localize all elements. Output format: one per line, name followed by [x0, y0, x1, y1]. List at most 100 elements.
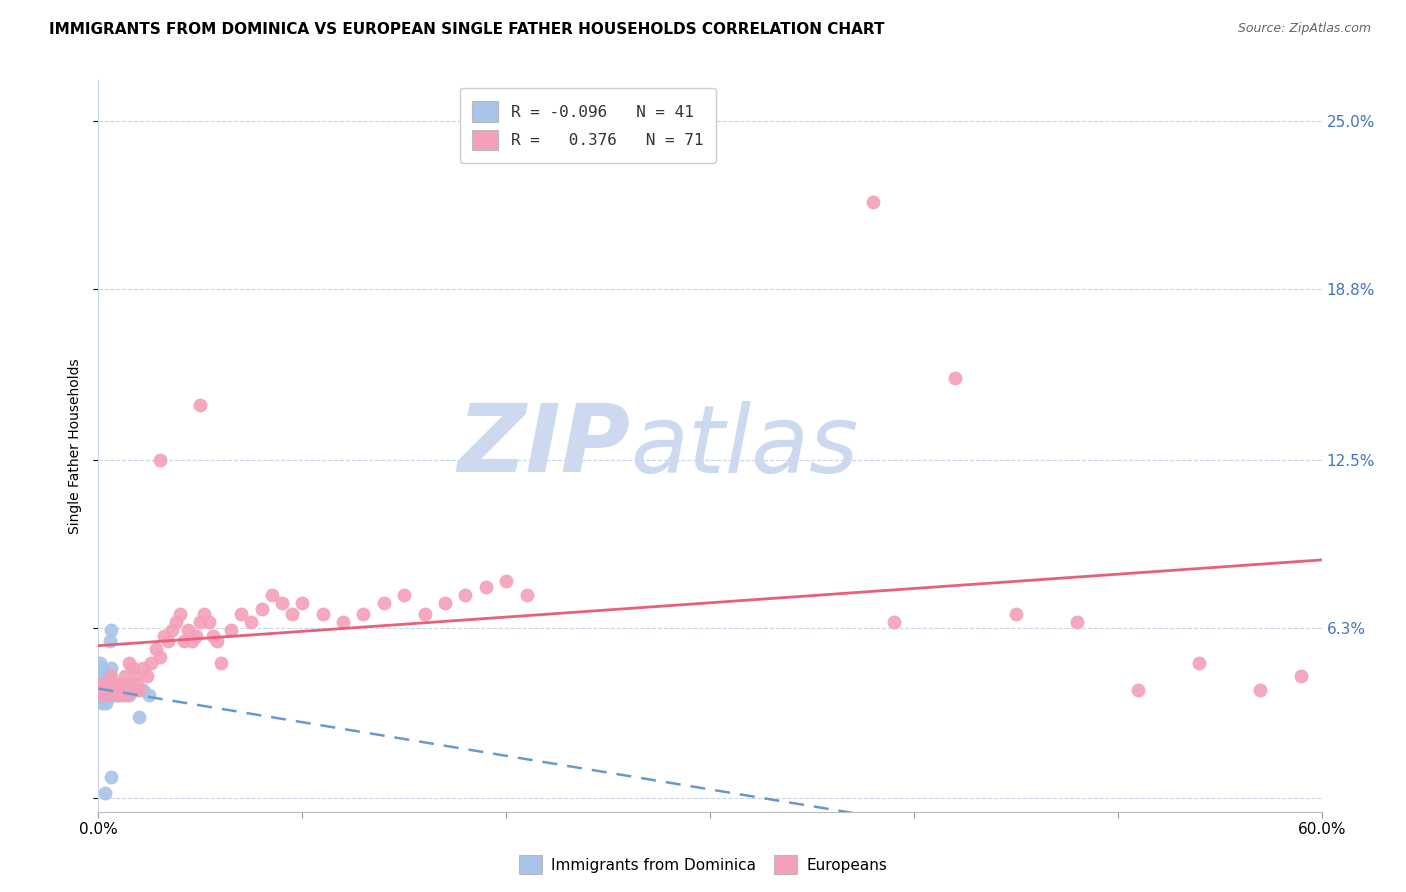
- Point: [332, 615, 354, 629]
- Point: [101, 682, 124, 697]
- Point: [91, 661, 114, 675]
- Point: [141, 656, 163, 670]
- Point: [124, 669, 146, 683]
- Point: [91, 688, 114, 702]
- Point: [100, 624, 122, 638]
- Point: [97, 688, 120, 702]
- Point: [127, 677, 149, 691]
- Point: [862, 195, 884, 210]
- Point: [118, 656, 141, 670]
- Point: [188, 398, 212, 412]
- Point: [495, 574, 517, 589]
- Point: [132, 661, 155, 675]
- Point: [98, 634, 121, 648]
- Point: [90, 669, 112, 683]
- Point: [118, 688, 141, 702]
- Point: [111, 682, 134, 697]
- Point: [93, 677, 115, 691]
- Point: [291, 596, 314, 610]
- Text: Source: ZipAtlas.com: Source: ZipAtlas.com: [1237, 22, 1371, 36]
- Point: [516, 588, 538, 602]
- Point: [114, 682, 136, 697]
- Point: [1291, 669, 1313, 683]
- Point: [97, 682, 120, 697]
- Point: [1188, 656, 1211, 670]
- Point: [136, 669, 159, 683]
- Point: [188, 615, 212, 629]
- Point: [193, 607, 215, 621]
- Point: [110, 677, 132, 691]
- Point: [352, 607, 374, 621]
- Point: [97, 669, 120, 683]
- Point: [93, 786, 115, 800]
- Point: [260, 588, 283, 602]
- Point: [96, 682, 118, 697]
- Point: [197, 615, 219, 629]
- Point: [91, 697, 114, 711]
- Point: [181, 634, 204, 648]
- Point: [124, 682, 146, 697]
- Point: [392, 588, 416, 602]
- Point: [104, 688, 127, 702]
- Point: [96, 677, 118, 691]
- Point: [373, 596, 395, 610]
- Point: [100, 661, 122, 675]
- Point: [94, 688, 117, 702]
- Point: [165, 615, 187, 629]
- Point: [90, 688, 112, 702]
- Point: [93, 682, 115, 697]
- Legend: R = -0.096   N = 41, R =   0.376   N = 71: R = -0.096 N = 41, R = 0.376 N = 71: [460, 88, 716, 163]
- Point: [91, 682, 114, 697]
- Point: [156, 634, 179, 648]
- Point: [177, 624, 200, 638]
- Text: IMMIGRANTS FROM DOMINICA VS EUROPEAN SINGLE FATHER HOUSEHOLDS CORRELATION CHART: IMMIGRANTS FROM DOMINICA VS EUROPEAN SIN…: [49, 22, 884, 37]
- Point: [93, 688, 115, 702]
- Point: [89, 682, 111, 697]
- Point: [111, 688, 134, 702]
- Point: [97, 688, 120, 702]
- Legend: Immigrants from Dominica, Europeans: Immigrants from Dominica, Europeans: [513, 849, 893, 880]
- Point: [101, 677, 124, 691]
- Point: [97, 677, 120, 691]
- Point: [186, 629, 208, 643]
- Point: [149, 650, 172, 665]
- Point: [270, 596, 294, 610]
- Point: [149, 452, 172, 467]
- Point: [89, 677, 111, 691]
- Point: [454, 588, 477, 602]
- Point: [413, 607, 436, 621]
- Point: [1249, 682, 1271, 697]
- Point: [240, 615, 263, 629]
- Point: [231, 607, 253, 621]
- Point: [100, 669, 122, 683]
- Point: [104, 677, 127, 691]
- Point: [105, 688, 128, 702]
- Point: [201, 629, 224, 643]
- Point: [474, 580, 498, 594]
- Point: [205, 634, 228, 648]
- Point: [120, 677, 142, 691]
- Point: [108, 682, 131, 697]
- Y-axis label: Single Father Households: Single Father Households: [69, 359, 83, 533]
- Point: [96, 677, 118, 691]
- Point: [105, 677, 128, 691]
- Point: [89, 682, 111, 697]
- Point: [943, 371, 966, 385]
- Text: ZIP: ZIP: [457, 400, 630, 492]
- Point: [108, 688, 131, 702]
- Point: [219, 624, 242, 638]
- Point: [145, 642, 167, 657]
- Point: [209, 656, 232, 670]
- Point: [89, 677, 111, 691]
- Point: [128, 682, 150, 697]
- Point: [93, 682, 115, 697]
- Point: [100, 770, 122, 784]
- Point: [96, 697, 118, 711]
- Point: [128, 710, 150, 724]
- Point: [434, 596, 457, 610]
- Point: [132, 682, 155, 697]
- Point: [101, 677, 124, 691]
- Point: [138, 688, 160, 702]
- Point: [122, 661, 145, 675]
- Point: [110, 677, 132, 691]
